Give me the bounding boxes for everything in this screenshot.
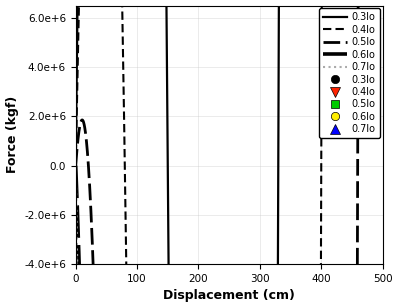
Line: 0.4lo: 0.4lo	[76, 0, 382, 308]
0.7lo	[73, 164, 78, 168]
Line: 0.7lo: 0.7lo	[76, 166, 382, 308]
Line: 0.5lo: 0.5lo	[76, 0, 382, 308]
0.3lo	[73, 164, 78, 168]
0.4lo	[73, 164, 78, 168]
Y-axis label: Force (kgf): Force (kgf)	[6, 96, 19, 173]
Line: 0.6lo: 0.6lo	[76, 166, 382, 308]
0.5lo	[73, 164, 78, 168]
Legend: 0.3lo, 0.4lo, 0.5lo, 0.6lo, 0.7lo, 0.3lo, 0.4lo, 0.5lo, 0.6lo, 0.7lo: 0.3lo, 0.4lo, 0.5lo, 0.6lo, 0.7lo, 0.3lo…	[319, 9, 380, 138]
X-axis label: Displacement (cm): Displacement (cm)	[163, 290, 295, 302]
0.5lo	[89, 219, 94, 223]
Line: 0.3lo: 0.3lo	[76, 0, 382, 308]
0.6lo	[73, 164, 78, 168]
